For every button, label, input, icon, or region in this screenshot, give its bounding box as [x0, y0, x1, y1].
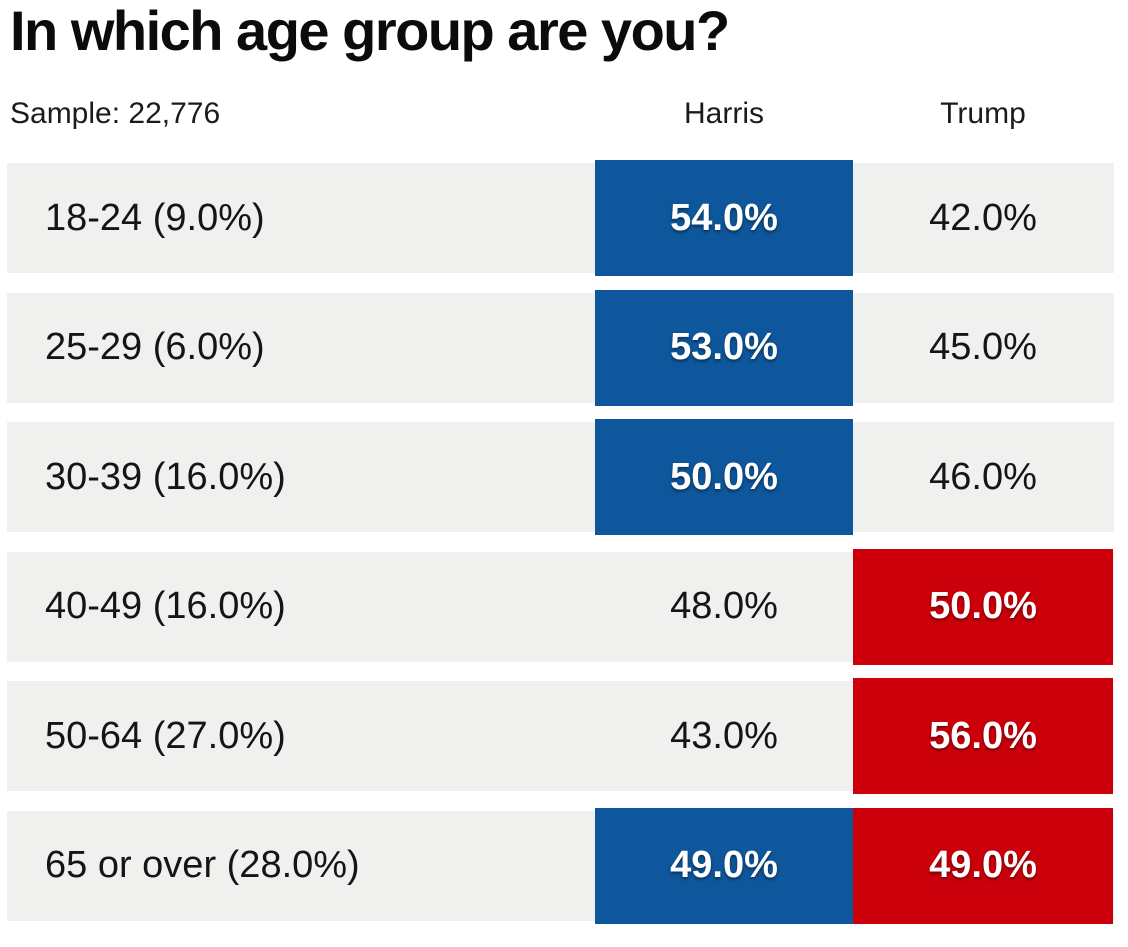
harris-value-cell: 53.0%	[595, 289, 853, 406]
table-row: 18-24 (9.0%) 54.0% 42.0%	[7, 160, 1114, 276]
sample-size-label: Sample: 22,776	[10, 97, 221, 130]
table-row: 30-39 (16.0%) 50.0% 46.0%	[7, 419, 1114, 535]
trump-value-cell: 50.0%	[853, 548, 1113, 665]
trump-value-cell: 46.0%	[929, 455, 1037, 498]
harris-value-cell: 43.0%	[670, 714, 778, 757]
age-group-label: 30-39 (16.0%)	[45, 455, 286, 498]
column-header-harris: Harris	[684, 97, 764, 130]
table-row: 50-64 (27.0%) 43.0% 56.0%	[7, 678, 1114, 794]
rows-container: 18-24 (9.0%) 54.0% 42.0% 25-29 (6.0%) 53…	[7, 160, 1114, 924]
page-title: In which age group are you?	[10, 0, 730, 62]
age-group-label: 25-29 (6.0%)	[45, 326, 265, 368]
age-group-label: 50-64 (27.0%)	[45, 714, 286, 757]
table-header: Sample: 22,776 Harris Trump	[0, 94, 1128, 134]
age-group-label: 65 or over (28.0%)	[45, 844, 360, 886]
trump-value-cell: 49.0%	[853, 807, 1113, 924]
age-group-label: 18-24 (9.0%)	[45, 196, 265, 239]
table-row: 25-29 (6.0%) 53.0% 45.0%	[7, 289, 1114, 406]
trump-value-cell: 45.0%	[929, 326, 1037, 368]
harris-value-cell: 54.0%	[595, 160, 853, 276]
table-row: 40-49 (16.0%) 48.0% 50.0%	[7, 548, 1114, 665]
harris-value-cell: 49.0%	[595, 807, 853, 924]
column-header-trump: Trump	[940, 97, 1026, 130]
trump-value-cell: 42.0%	[929, 196, 1037, 239]
age-group-label: 40-49 (16.0%)	[45, 585, 286, 627]
harris-value-cell: 50.0%	[595, 419, 853, 535]
harris-value-cell: 48.0%	[670, 585, 778, 627]
trump-value-cell: 56.0%	[853, 678, 1113, 794]
table-row: 65 or over (28.0%) 49.0% 49.0%	[7, 807, 1114, 924]
